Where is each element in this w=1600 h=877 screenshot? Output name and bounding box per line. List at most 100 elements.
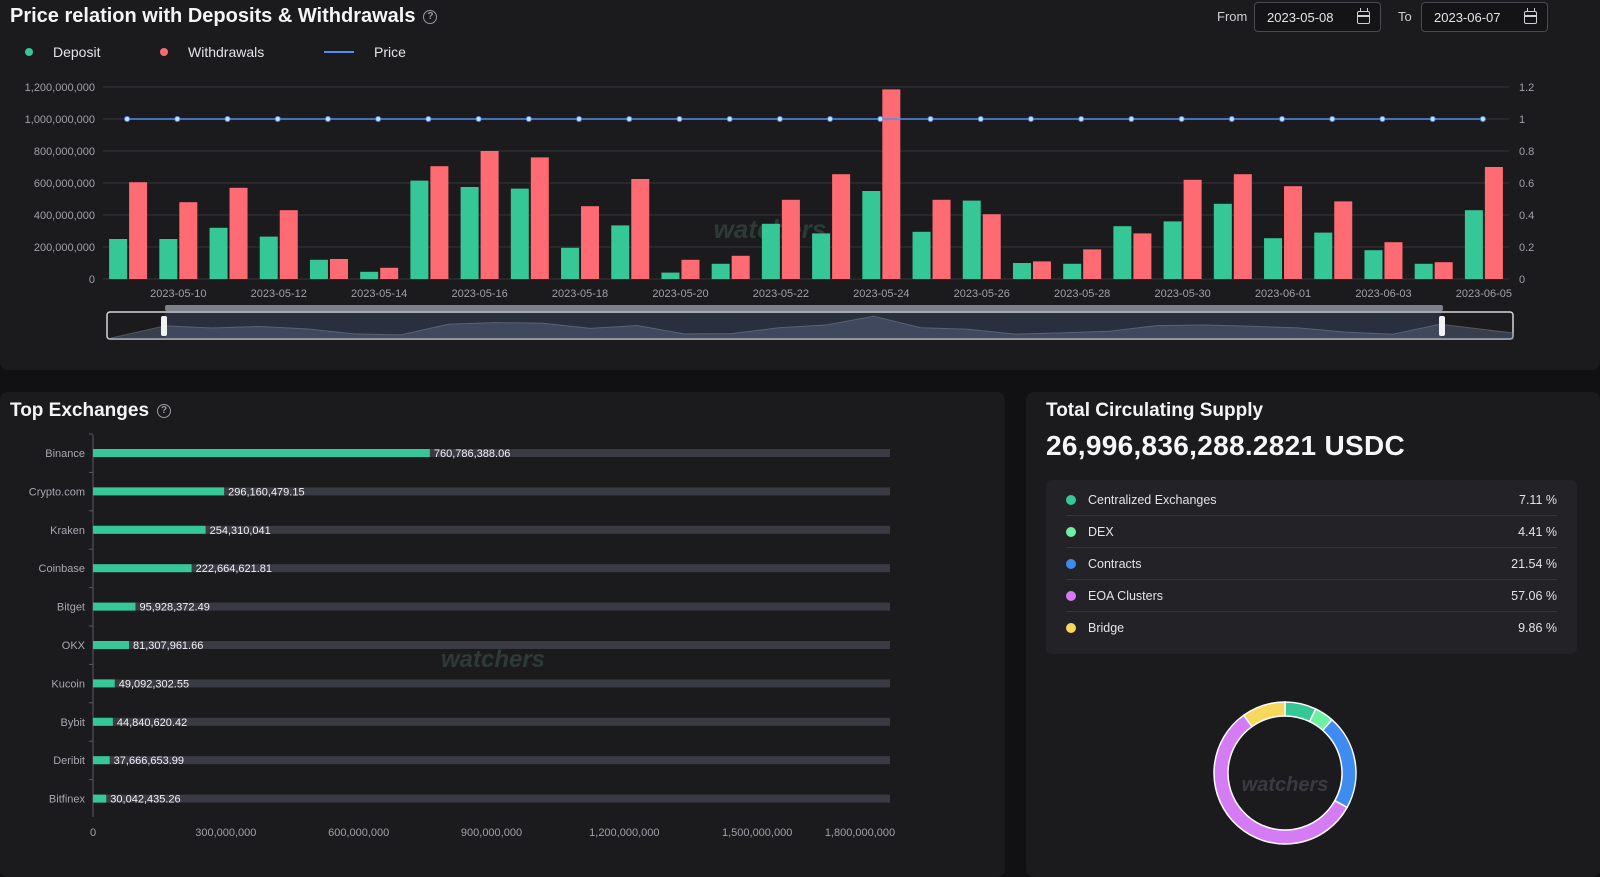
zoom-overview-area	[106, 315, 1514, 340]
donut-slice	[1242, 701, 1286, 728]
withdrawal-bar	[631, 179, 650, 279]
supply-item-percent: 21.54 %	[1511, 556, 1557, 571]
legend-deposit[interactable]: Deposit	[25, 44, 100, 60]
deposit-bar	[761, 223, 780, 279]
category-label: Kucoin	[51, 678, 85, 690]
deposit-bar	[1464, 210, 1483, 279]
bar-value-label: 44,840,620.42	[117, 717, 187, 729]
withdrawal-bar	[1133, 233, 1152, 279]
deposit-bar	[1113, 226, 1132, 279]
deposit-bar	[812, 233, 831, 279]
category-label: Bybit	[61, 717, 85, 729]
x-tick-label: 1,800,000,000	[825, 827, 895, 839]
y-right-tick-label: 1	[1519, 114, 1525, 126]
supply-value: 26,996,836,288.2821 USDC	[1046, 430, 1406, 461]
x-tick-label: 2023-05-18	[552, 288, 608, 300]
watermark-text: watchers	[441, 646, 545, 673]
x-tick-label: 0	[90, 827, 96, 839]
bar-background	[93, 602, 890, 611]
legend-price[interactable]: Price	[324, 44, 406, 60]
withdrawal-bar	[229, 187, 248, 279]
y-right-tick-label: 0.2	[1519, 242, 1534, 254]
exchange-bar	[93, 449, 430, 457]
help-icon[interactable]: ?	[157, 403, 172, 418]
x-tick-label: 2023-06-03	[1355, 288, 1411, 300]
watermark-text: watchers	[1242, 774, 1329, 796]
supply-title: Total Circulating Supply	[1046, 400, 1264, 421]
top-exchanges-panel: Top Exchanges? watchers Binance 760,786,3…	[0, 392, 1005, 877]
x-tick-label: 1,500,000,000	[722, 827, 792, 839]
legend-dot-icon	[1066, 623, 1076, 633]
withdrawal-bar	[1233, 174, 1252, 279]
deposits-withdrawals-chart: watchers 0200,000,000400,000,000600,000,…	[25, 82, 1534, 340]
withdrawal-bar	[1334, 201, 1353, 279]
deposit-bar	[1012, 263, 1031, 279]
withdrawal-bar	[581, 206, 600, 279]
supply-item-percent: 9.86 %	[1518, 621, 1557, 635]
legend-label: Deposit	[53, 44, 101, 60]
price-point	[1228, 116, 1235, 122]
bar-value-label: 30,042,435.26	[110, 794, 180, 806]
category-label: Coinbase	[39, 563, 85, 575]
zoom-handle-right	[1439, 316, 1445, 336]
to-date-picker[interactable]: 2023-06-07	[1421, 2, 1548, 32]
y-left-tick-label: 0	[89, 274, 95, 286]
bar-background	[93, 717, 890, 726]
withdrawal-bar	[430, 166, 449, 279]
price-point	[1479, 116, 1486, 122]
deposit-bar	[1364, 250, 1383, 279]
list-item: Centralized Exchanges 7.11 %	[1066, 484, 1557, 516]
withdrawal-bar	[832, 174, 851, 279]
legend-dot-icon	[1066, 590, 1076, 601]
from-label: From	[1217, 9, 1248, 24]
to-label: To	[1398, 9, 1412, 24]
price-point	[676, 116, 683, 122]
legend-withdrawals[interactable]: Withdrawals	[160, 44, 264, 60]
top-exchanges-chart: watchers Binance 760,786,388.06 Crypto.com…	[29, 433, 895, 839]
exchange-bar	[93, 717, 113, 726]
withdrawal-bar	[731, 255, 750, 279]
price-point	[124, 116, 131, 122]
bar-background	[93, 564, 890, 573]
x-tick-label: 2023-06-05	[1456, 288, 1512, 300]
deposit-bar	[862, 191, 881, 279]
supply-item-name: Centralized Exchanges	[1088, 492, 1217, 507]
price-point	[224, 116, 231, 122]
withdrawal-bar	[1083, 249, 1102, 279]
category-label: Bitfinex	[49, 794, 86, 806]
deposits-withdrawals-panel: Price relation with Deposits & Withdrawa…	[0, 0, 1600, 370]
exchange-bar	[93, 525, 206, 534]
supply-breakdown-list: Centralized Exchanges 7.11 % DEX 4.41 % …	[1046, 480, 1577, 654]
bar-value-label: 254,310,041	[210, 525, 271, 537]
supply-item-name: DEX	[1088, 524, 1114, 539]
withdrawal-bar	[932, 199, 951, 279]
price-point	[877, 116, 884, 122]
y-right-tick-label: 0.8	[1519, 146, 1534, 158]
deposit-bar	[259, 236, 278, 279]
bar-value-label: 95,928,372.49	[139, 602, 209, 614]
x-tick-label: 600,000,000	[328, 827, 389, 839]
bar-background	[93, 679, 890, 688]
calendar-icon	[1357, 8, 1370, 24]
deposit-bar	[309, 259, 328, 279]
withdrawals-legend-marker	[160, 48, 168, 56]
category-label: Deribit	[53, 755, 85, 767]
y-right-tick-label: 1.2	[1519, 82, 1534, 94]
bar-background	[93, 641, 890, 649]
withdrawal-bar	[480, 151, 499, 279]
deposit-bar	[962, 200, 981, 279]
x-tick-label: 2023-05-30	[1154, 288, 1210, 300]
x-tick-label: 2023-05-20	[652, 288, 708, 300]
price-point	[1379, 116, 1386, 122]
price-point	[274, 116, 281, 122]
withdrawal-bar	[530, 157, 549, 279]
y-left-tick-label: 400,000,000	[34, 210, 95, 222]
from-date-picker[interactable]: 2023-05-08	[1254, 2, 1381, 32]
help-icon[interactable]: ?	[423, 9, 438, 24]
bar-background	[93, 487, 890, 496]
supply-donut-chart: watchers	[1213, 701, 1357, 845]
x-tick-label: 900,000,000	[461, 827, 522, 839]
legend-dot-icon	[1066, 494, 1076, 505]
deposit-bar	[1163, 221, 1182, 279]
category-label: OKX	[62, 640, 86, 652]
